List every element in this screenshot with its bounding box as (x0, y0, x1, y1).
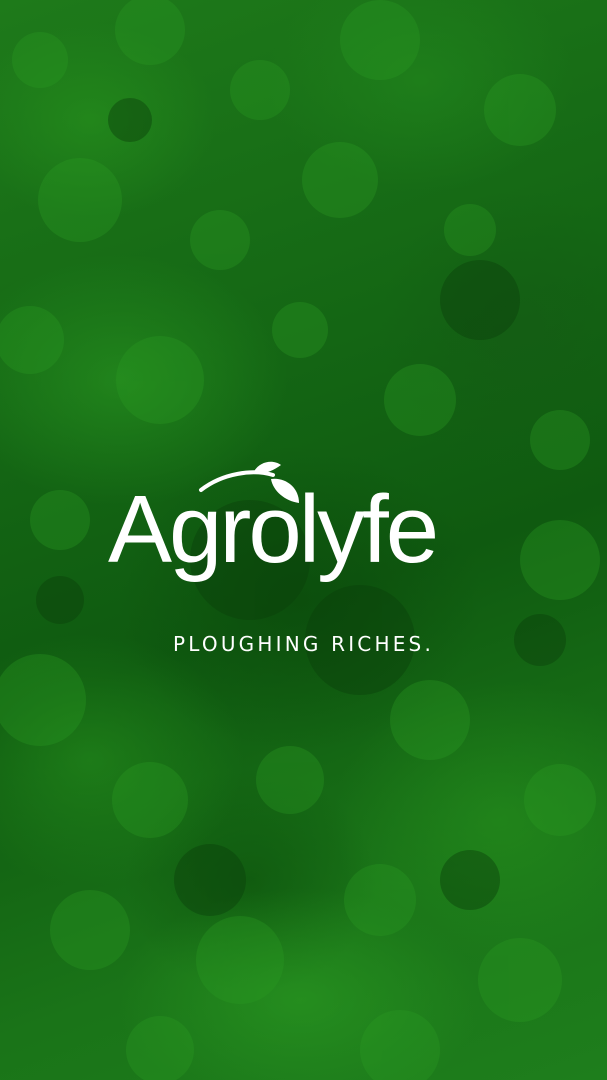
brand-name: Agrolyfe (108, 476, 439, 583)
brand-logo: Agrolyfe (0, 455, 607, 605)
tagline: PLOUGHING RICHES. (172, 632, 434, 656)
leaf-sprout-icon (199, 461, 299, 503)
